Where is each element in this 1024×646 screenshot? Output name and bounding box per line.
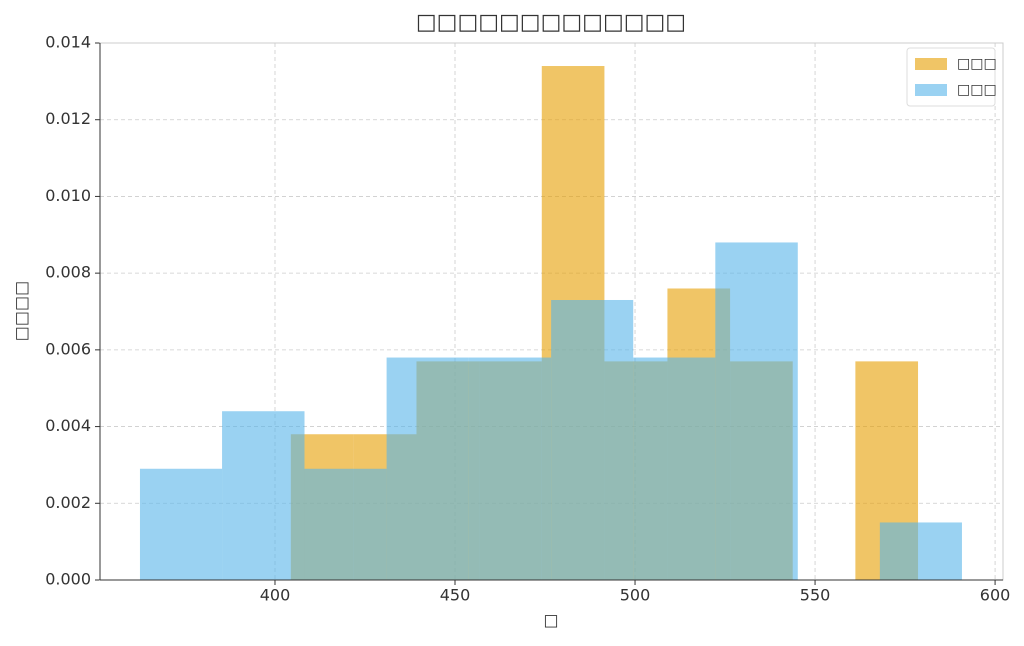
x-tick-label: 550: [800, 586, 831, 605]
y-tick-label: 0.014: [45, 33, 91, 52]
histogram-bar: [222, 411, 305, 580]
y-tick-label: 0.010: [45, 186, 91, 205]
histogram-bar: [551, 299, 634, 580]
histogram-bar: [304, 468, 387, 580]
y-tick-label: 0.006: [45, 339, 91, 358]
y-tick-label: 0.002: [45, 493, 91, 512]
legend-swatch: [915, 58, 947, 70]
histogram-bar: [879, 522, 962, 580]
histogram-bar: [715, 242, 798, 580]
legend-label: □□□: [957, 56, 997, 72]
x-tick-label: 400: [260, 586, 291, 605]
y-tick-label: 0.008: [45, 263, 91, 282]
y-tick-label: 0.012: [45, 109, 91, 128]
x-tick-label: 600: [980, 586, 1011, 605]
x-axis-label: □: [543, 611, 558, 630]
chart-title: □□□□□□□□□□□□□: [416, 10, 686, 35]
histogram-bar: [386, 357, 469, 580]
x-tick-label: 500: [620, 586, 651, 605]
histogram-bar: [468, 357, 552, 580]
legend-label: □□□: [957, 82, 997, 98]
histogram-bar: [139, 468, 223, 580]
y-tick-label: 0.000: [45, 570, 91, 589]
y-tick-label: 0.004: [45, 416, 91, 435]
x-tick-label: 450: [440, 586, 471, 605]
legend-swatch: [915, 84, 947, 96]
y-axis-label: □□□□: [12, 281, 31, 341]
histogram-bar: [633, 357, 716, 580]
